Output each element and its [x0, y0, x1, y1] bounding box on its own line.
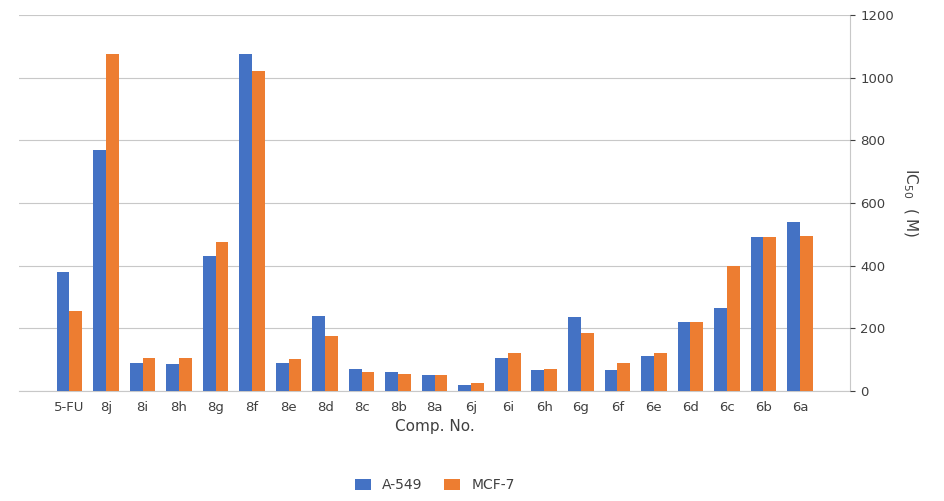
Bar	[348, 369, 362, 391]
Bar	[57, 272, 70, 391]
Bar	[434, 375, 447, 391]
Bar	[93, 150, 106, 391]
Bar	[178, 358, 192, 391]
Bar	[397, 374, 411, 391]
Bar	[106, 54, 119, 391]
Bar	[799, 236, 812, 391]
Bar	[690, 322, 702, 391]
Bar	[616, 363, 630, 391]
Bar	[507, 353, 520, 391]
Bar	[653, 353, 666, 391]
Bar	[252, 72, 264, 391]
Bar	[203, 256, 215, 391]
Bar	[763, 237, 775, 391]
Bar	[471, 383, 483, 391]
Bar	[143, 358, 155, 391]
Bar	[640, 356, 653, 391]
X-axis label: Comp. No.: Comp. No.	[395, 419, 474, 434]
Bar	[714, 308, 726, 391]
Bar	[544, 369, 556, 391]
Bar	[215, 242, 228, 391]
Bar	[750, 237, 763, 391]
Bar	[362, 372, 374, 391]
Bar	[677, 322, 690, 391]
Bar	[239, 54, 252, 391]
Bar	[421, 375, 434, 391]
Bar	[325, 336, 338, 391]
Bar	[288, 360, 301, 391]
Bar	[581, 333, 593, 391]
Bar	[166, 364, 178, 391]
Bar	[129, 363, 143, 391]
Bar	[604, 370, 616, 391]
Bar	[312, 316, 325, 391]
Legend: A-549, MCF-7: A-549, MCF-7	[348, 473, 520, 498]
Bar	[458, 385, 471, 391]
Bar	[70, 311, 82, 391]
Bar	[567, 317, 581, 391]
Bar	[726, 266, 739, 391]
Y-axis label: IC$_{50}$  ( M): IC$_{50}$ ( M)	[900, 168, 918, 237]
Bar	[495, 358, 507, 391]
Bar	[786, 221, 799, 391]
Bar	[276, 363, 288, 391]
Bar	[385, 372, 397, 391]
Bar	[531, 370, 544, 391]
